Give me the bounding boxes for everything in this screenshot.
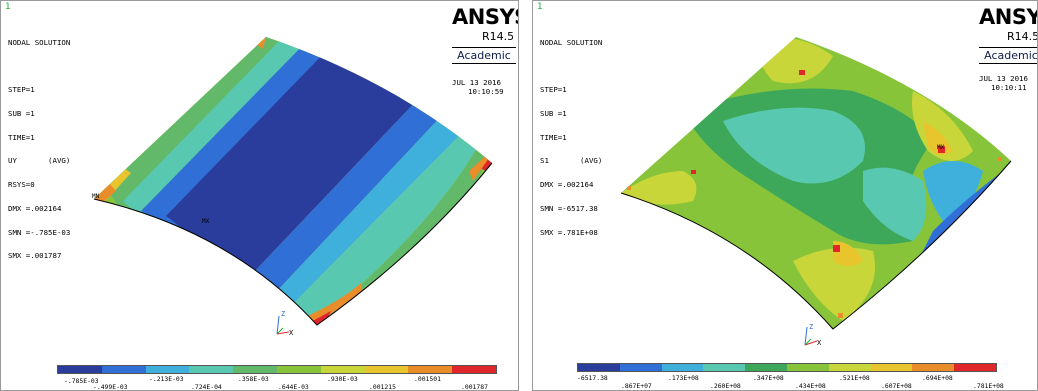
legend-swatch: [703, 364, 746, 371]
color-legend: [57, 365, 497, 374]
info-line: TIME=1: [540, 132, 567, 142]
legend-swatch: [452, 366, 496, 373]
ansys-logo: ANSYS: [452, 5, 518, 29]
legend-top-label: .001501: [414, 375, 441, 383]
coordinate-triad: Z X: [797, 323, 827, 357]
info-line: SUB =1: [540, 108, 567, 118]
date-label: JUL 13 2016: [979, 74, 1028, 83]
info-line: STEP=1: [8, 85, 35, 95]
solution-info: NODAL SOLUTION STEP=1 SUB =1 TIME=1 UY (…: [8, 23, 70, 276]
legend-top-label: -.213E-03: [149, 375, 184, 383]
info-line: NODAL SOLUTION: [8, 37, 71, 47]
ansys-logo: ANSYS: [979, 5, 1037, 29]
legend-top-label: .694E+08: [922, 374, 953, 382]
release-label: R14.5: [1007, 30, 1038, 43]
legend-swatch: [320, 366, 365, 373]
right-graphics-window: 1 NODAL SOLUTION STEP=1 SUB =1 TIME=1 S1…: [532, 0, 1038, 391]
info-line: SMN =-.785E-03: [8, 227, 71, 237]
info-line: DMX =.002164: [8, 203, 62, 213]
legend-bottom-label: .867E+07: [621, 382, 652, 390]
legend-swatch: [364, 366, 409, 373]
info-line: SUB =1: [8, 108, 35, 118]
legend-top-label: .358E-03: [238, 375, 269, 383]
legend-bottom-label: .434E+08: [795, 382, 826, 390]
legend-swatch: [786, 364, 829, 371]
time-label: 10:10:11: [991, 83, 1027, 92]
legend-bottom-label: .781E+08: [973, 382, 1004, 390]
max-marker: MX: [937, 144, 945, 151]
window-number: 1: [5, 2, 11, 12]
time-label: 10:10:59: [468, 87, 504, 96]
info-line: SMX =.781E+08: [540, 227, 598, 237]
legend-swatch: [578, 364, 620, 371]
legend-swatch: [58, 366, 102, 373]
legend-bottom-label: .001215: [369, 383, 396, 391]
info-line: UY (AVG): [8, 156, 71, 166]
legend-swatch: [101, 366, 146, 373]
legend-swatch: [145, 366, 190, 373]
axis-z-label: Z: [281, 310, 285, 318]
solution-info: NODAL SOLUTION STEP=1 SUB =1 TIME=1 S1 (…: [540, 23, 602, 252]
contour-plot-s1: MX: [620, 37, 1012, 330]
left-graphics-window: 1 NODAL SOLUTION STEP=1 SUB =1 TIME=1 UY…: [0, 0, 519, 391]
axis-z-label: Z: [809, 323, 813, 331]
info-line: S1 (AVG): [540, 156, 603, 166]
axis-x-label: X: [817, 339, 822, 347]
legend-swatch: [870, 364, 913, 371]
legend-swatch: [745, 364, 787, 371]
legend-top-label: .347E+08: [753, 374, 784, 382]
color-legend: [577, 363, 997, 372]
info-line: SMN =-6517.38: [540, 203, 598, 213]
legend-swatch: [408, 366, 453, 373]
axis-x-label: X: [289, 329, 294, 337]
date-label: JUL 13 2016: [452, 78, 501, 87]
legend-swatch: [619, 364, 662, 371]
legend-bottom-label: .260E+08: [710, 382, 741, 390]
legend-top-label: -6517.38: [577, 374, 608, 382]
info-line: SMX =.001787: [8, 251, 62, 261]
legend-bottom-label: -.499E-03: [93, 383, 128, 391]
legend-top-label: .521E+08: [839, 374, 870, 382]
max-marker: MX: [202, 218, 210, 225]
edition-label: Academic: [979, 47, 1037, 64]
triad-icon: Z X: [804, 323, 822, 347]
legend-swatch: [189, 366, 234, 373]
info-line: TIME=1: [8, 132, 35, 142]
triad-icon: Z X: [276, 310, 294, 337]
info-line: NODAL SOLUTION: [540, 37, 603, 47]
legend-bottom-label: .644E-03: [278, 383, 309, 391]
min-marker: MN: [92, 193, 100, 200]
legend-bottom-label: .724E-04: [191, 383, 222, 391]
legend-top-label: .930E-03: [327, 375, 358, 383]
coordinate-triad: Z X: [269, 308, 299, 342]
edition-label: Academic: [452, 47, 516, 64]
window-number: 1: [537, 2, 543, 12]
contour-plot-uy: MN MX: [92, 37, 493, 326]
legend-swatch: [954, 364, 996, 371]
info-line: RSYS=0: [8, 180, 35, 190]
legend-swatch: [912, 364, 955, 371]
legend-swatch: [233, 366, 277, 373]
legend-swatch: [661, 364, 704, 371]
legend-swatch: [828, 364, 871, 371]
legend-top-label: .173E+08: [668, 374, 699, 382]
legend-swatch: [276, 366, 321, 373]
legend-bottom-label: .607E+08: [881, 382, 912, 390]
edge-outline: [620, 160, 1012, 330]
info-line: DMX =.002164: [540, 180, 594, 190]
edge-outline: [93, 162, 493, 326]
release-label: R14.5: [482, 30, 515, 43]
legend-bottom-label: .001787: [461, 383, 488, 391]
info-line: STEP=1: [540, 85, 567, 95]
legend-top-label: -.785E-03: [64, 377, 99, 385]
